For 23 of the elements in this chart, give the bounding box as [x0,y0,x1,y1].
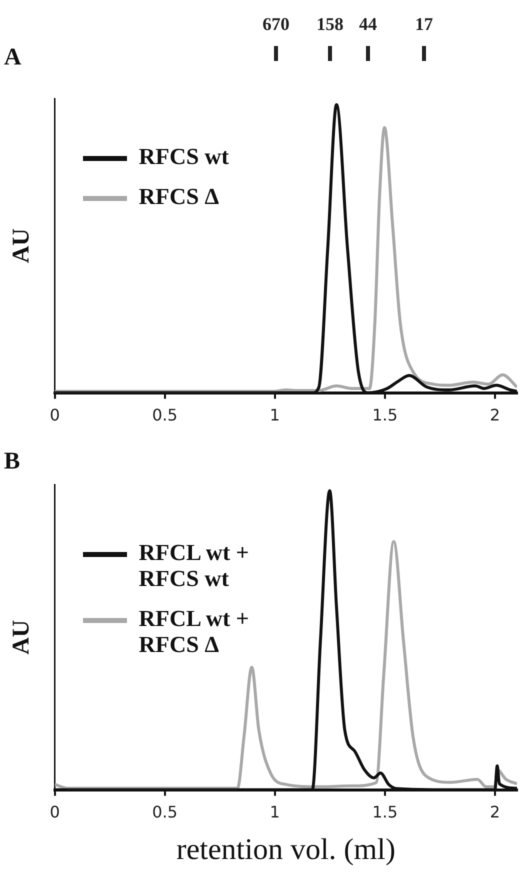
x-axis-title: retention vol. (ml) [176,832,396,866]
x-tick-label: 0.5 [152,406,178,425]
x-tick-label: 1 [270,802,280,822]
x-tick-label: 0 [50,802,60,822]
y-axis-title: AU [8,228,35,264]
x-tick-label: 1 [270,406,280,425]
x-tick-label: 2 [490,802,500,822]
x-tick-label: 2 [490,406,500,425]
legend-label: RFCS wt [138,144,230,170]
legend-label: RFCS Δ [138,184,220,210]
text: 17 [415,14,433,35]
x-tick-label: 1.5 [372,406,398,425]
legend-label: RFCL wt + RFCS wt [138,540,250,592]
x-tick-label: 1.5 [372,802,398,822]
text: 158 [316,14,344,35]
legend-label: RFCL wt + RFCS Δ [138,606,250,658]
y-axis-title: AU [8,620,35,655]
chart-title: A [4,44,22,71]
text: 44 [359,14,377,35]
x-tick-label: 0 [50,406,60,425]
x-tick-label: 0.5 [152,802,178,822]
chart-title: B [4,448,20,475]
text: 670 [262,14,290,35]
